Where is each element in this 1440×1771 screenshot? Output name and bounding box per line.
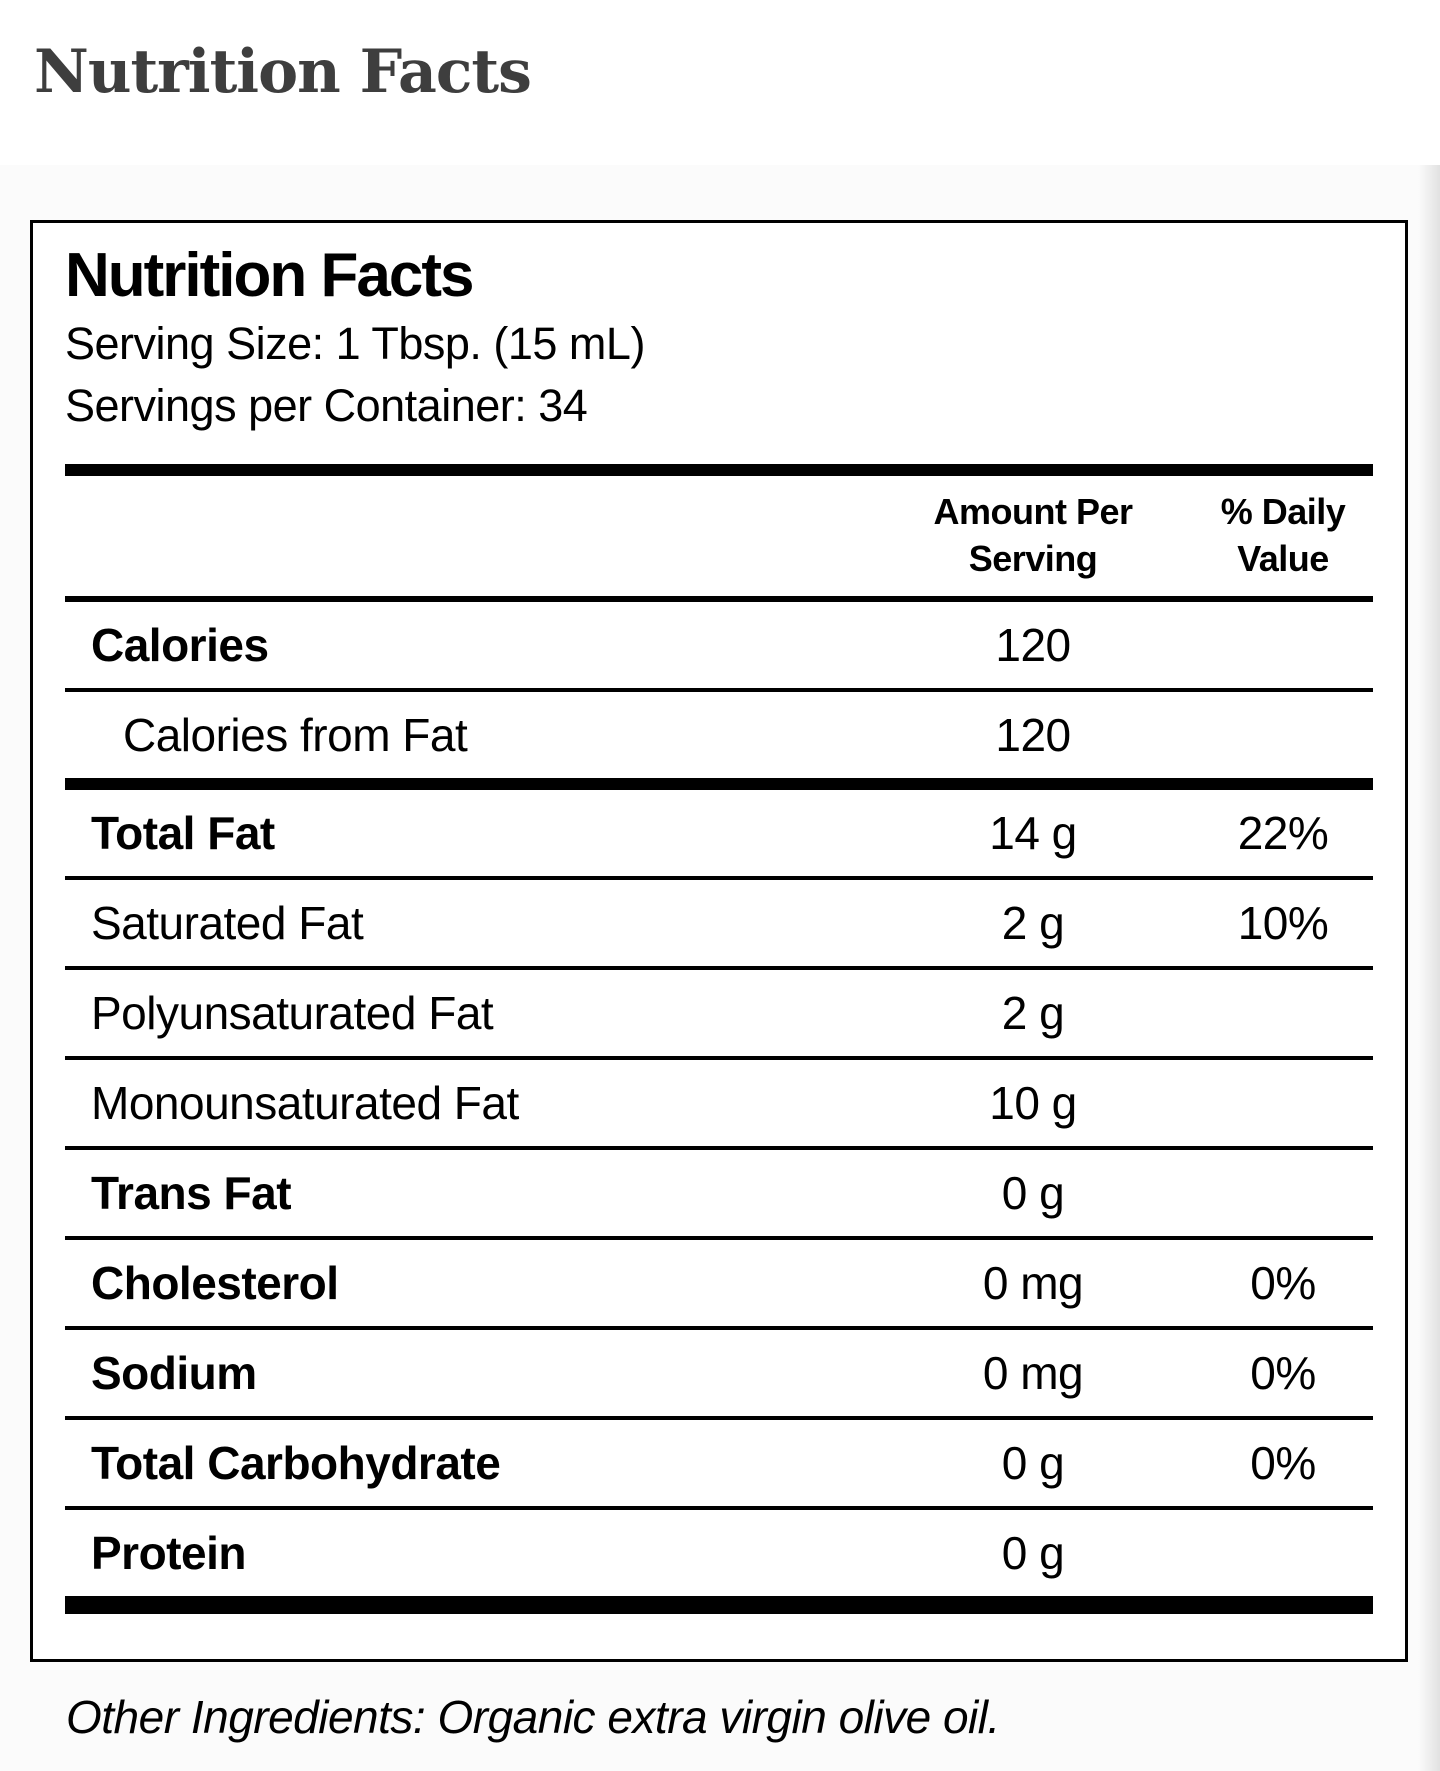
content-panel: Nutrition Facts Serving Size: 1 Tbsp. (1…	[0, 165, 1440, 1771]
nutrient-label: Monounsaturated Fat	[91, 1077, 519, 1129]
nutrient-amount: 2 g	[1001, 987, 1065, 1039]
nutrient-amount: 0 mg	[982, 1257, 1084, 1309]
table-row-total-fat: Total Fat 14 g 22%	[65, 790, 1373, 876]
nutrient-daily-value: 0%	[1250, 1437, 1316, 1489]
other-ingredients-note: Other Ingredients: Organic extra virgin …	[66, 1691, 1000, 1743]
label-title: Nutrition Facts	[65, 241, 474, 310]
nutrient-label: Protein	[91, 1527, 246, 1579]
header-underline-rule	[65, 596, 1373, 602]
column-header-amount-per-serving: Amount Per Serving	[933, 491, 1133, 579]
nutrient-amount: 14 g	[989, 807, 1077, 859]
row-divider	[65, 688, 1373, 692]
nutrient-amount: 120	[995, 619, 1071, 671]
table-row-total-carbohydrate: Total Carbohydrate 0 g 0%	[65, 1420, 1373, 1506]
table-row-calories-from-fat: Calories from Fat 120	[65, 692, 1373, 778]
nutrient-label: Total Fat	[91, 807, 275, 859]
nutrient-amount: 0 g	[1001, 1527, 1065, 1579]
nutrient-daily-value: 22%	[1237, 807, 1329, 859]
nutrient-amount: 0 g	[1001, 1437, 1065, 1489]
nutrient-daily-value: 0%	[1250, 1347, 1316, 1399]
nutrient-amount: 2 g	[1001, 897, 1065, 949]
row-divider	[65, 1146, 1373, 1150]
nutrient-label: Saturated Fat	[91, 897, 364, 949]
row-divider	[65, 966, 1373, 970]
table-row-sodium: Sodium 0 mg 0%	[65, 1330, 1373, 1416]
nutrient-daily-value: 0%	[1250, 1257, 1316, 1309]
servings-per-container: Servings per Container: 34	[65, 380, 588, 431]
table-row-polyunsaturated-fat: Polyunsaturated Fat 2 g	[65, 970, 1373, 1056]
table-row-trans-fat: Trans Fat 0 g	[65, 1150, 1373, 1236]
table-row-protein: Protein 0 g	[65, 1510, 1373, 1596]
nutrient-amount: 120	[995, 709, 1071, 761]
nutrient-label: Sodium	[91, 1347, 257, 1399]
nutrient-label: Trans Fat	[91, 1167, 292, 1219]
row-divider	[65, 1236, 1373, 1240]
nutrient-label: Total Carbohydrate	[91, 1437, 501, 1489]
nutrient-label: Polyunsaturated Fat	[91, 987, 494, 1039]
table-header-row: Amount Per Serving % Daily Value	[65, 476, 1373, 596]
column-header-percent-daily-value: % Daily Value	[1220, 491, 1346, 579]
right-edge-scroll-shadow	[1418, 165, 1440, 1771]
row-divider	[65, 876, 1373, 880]
page-header-band: Nutrition Facts	[0, 0, 1440, 165]
row-divider	[65, 1416, 1373, 1420]
nutrient-amount: 10 g	[989, 1077, 1077, 1129]
thick-rule-top	[65, 464, 1373, 476]
table-row-calories: Calories 120	[65, 602, 1373, 688]
table-row-cholesterol: Cholesterol 0 mg 0%	[65, 1240, 1373, 1326]
nutrient-amount: 0 g	[1001, 1167, 1065, 1219]
nutrient-label: Calories from Fat	[123, 709, 468, 761]
row-divider	[65, 1506, 1373, 1510]
nutrient-daily-value: 10%	[1237, 897, 1329, 949]
nutrient-amount: 0 mg	[982, 1347, 1084, 1399]
serving-size: Serving Size: 1 Tbsp. (15 mL)	[65, 318, 645, 369]
thick-rule-mid	[65, 778, 1373, 790]
nutrition-label: Nutrition Facts Serving Size: 1 Tbsp. (1…	[30, 220, 1408, 1662]
row-divider	[65, 1056, 1373, 1060]
table-row-monounsaturated-fat: Monounsaturated Fat 10 g	[65, 1060, 1373, 1146]
table-row-saturated-fat: Saturated Fat 2 g 10%	[65, 880, 1373, 966]
row-divider	[65, 1326, 1373, 1330]
thick-rule-bottom	[65, 1596, 1373, 1614]
page-title: Nutrition Facts	[34, 37, 532, 107]
nutrient-label: Calories	[91, 619, 269, 671]
nutrient-label: Cholesterol	[91, 1257, 339, 1309]
